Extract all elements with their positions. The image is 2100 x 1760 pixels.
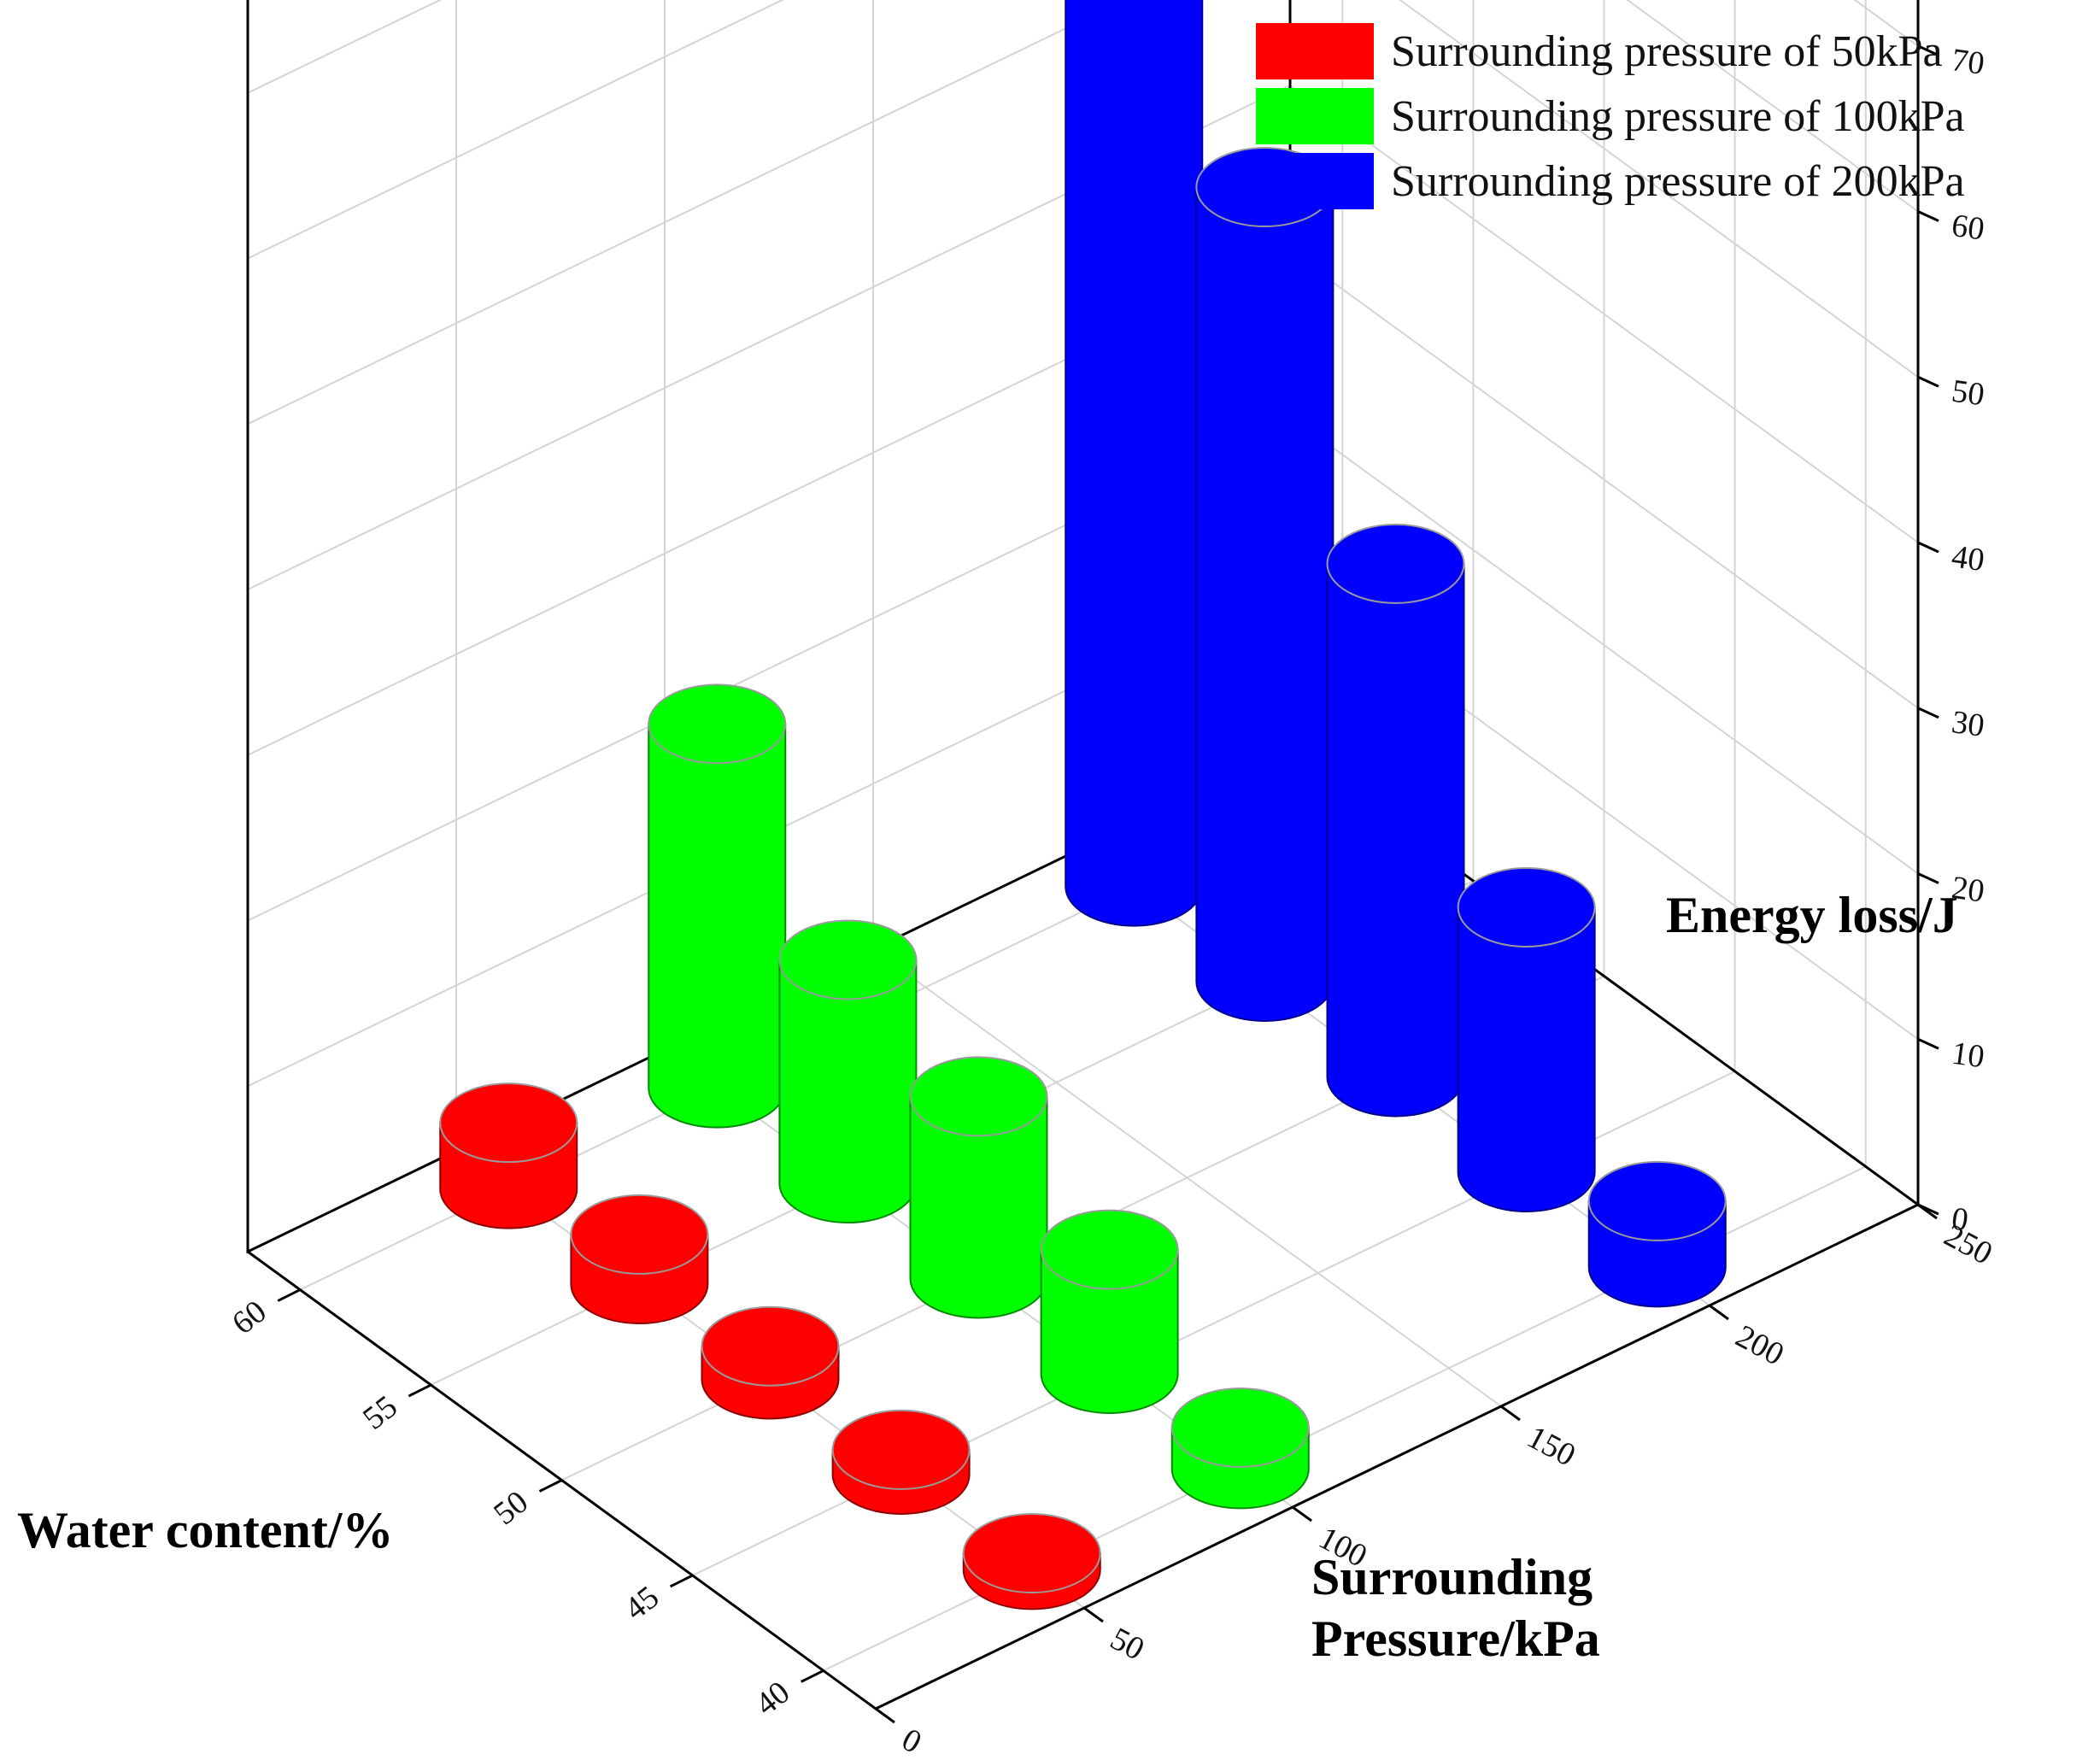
bar-cylinder	[648, 683, 787, 1129]
legend: Surrounding pressure of 50kPa Surroundin…	[1256, 19, 2093, 214]
bar-cylinder	[1457, 866, 1596, 1212]
bar-top	[1040, 1209, 1179, 1290]
x-tick	[277, 1288, 301, 1302]
bar-top	[1170, 1387, 1310, 1468]
z-tick-label: 50	[1950, 373, 1986, 414]
z-tick	[1917, 44, 1939, 57]
z-tick-label: 20	[1950, 870, 1986, 910]
z-tick	[1917, 375, 1939, 388]
y-tick-label: 0	[896, 1722, 927, 1760]
legend-label: Surrounding pressure of 100kPa	[1391, 91, 1965, 141]
x-tick-label: 50	[487, 1484, 535, 1532]
bar-cylinder	[831, 1409, 971, 1515]
y-tick	[1083, 1606, 1104, 1623]
x-tick-label: 55	[356, 1388, 404, 1436]
bar-cylinder	[1170, 1387, 1310, 1510]
bar-top	[1457, 866, 1596, 947]
bar-top	[570, 1194, 709, 1275]
bar-body	[648, 723, 787, 1129]
bar-cylinder	[701, 1305, 840, 1420]
bar-top	[778, 919, 918, 1000]
legend-label: Surrounding pressure of 50kPa	[1391, 26, 1943, 76]
back-wall-left	[246, 0, 1292, 1254]
wall-gridline	[247, 0, 1919, 260]
y-tick-label: 50	[1105, 1621, 1150, 1668]
bar-top	[1587, 1160, 1727, 1241]
bar-cylinder	[1587, 1160, 1727, 1308]
y-tick	[875, 1707, 895, 1724]
y-tick-label: 200	[1730, 1318, 1790, 1373]
legend-item: Surrounding pressure of 50kPa	[1256, 19, 2093, 84]
bar-cylinder	[570, 1194, 709, 1325]
bar-cylinder	[439, 1082, 578, 1229]
bar-cylinder	[778, 919, 918, 1224]
bar-cylinder	[1326, 523, 1465, 1118]
z-tick	[1917, 1203, 1939, 1216]
y-axis-title-line: Pressure/kPa	[1311, 1610, 1600, 1667]
bar-cylinder	[1040, 1209, 1179, 1414]
x-tick-label: 60	[226, 1294, 273, 1341]
z-tick-label: 10	[1950, 1035, 1986, 1076]
bar-body	[1065, 0, 1204, 927]
legend-item: Surrounding pressure of 100kPa	[1256, 84, 2093, 149]
y-axis-line	[875, 1203, 1919, 1710]
bar-top	[831, 1409, 971, 1490]
legend-swatch	[1256, 23, 1374, 79]
z-tick	[1917, 541, 1939, 554]
y-tick-label: 250	[1939, 1217, 1998, 1272]
z-tick-label: 70	[1950, 42, 1986, 82]
legend-label: Surrounding pressure of 200kPa	[1391, 156, 1965, 206]
y-axis-title-line: Surrounding	[1311, 1549, 1593, 1605]
x-tick	[801, 1669, 824, 1683]
x-tick	[538, 1479, 563, 1493]
z-tick	[1917, 707, 1939, 719]
bar-cylinder	[1065, 0, 1204, 927]
z-tick	[1917, 1037, 1939, 1050]
bar-cylinder	[909, 1056, 1048, 1319]
legend-item: Surrounding pressure of 200kPa	[1256, 149, 2093, 214]
bar-body	[1195, 186, 1334, 1023]
bar-body	[1326, 562, 1465, 1118]
y-tick	[1500, 1405, 1521, 1422]
bar-top	[701, 1305, 840, 1387]
z-tick-label: 60	[1950, 208, 1986, 248]
bar-top	[1326, 523, 1465, 604]
chart-bars	[439, 0, 1727, 1610]
x-tick	[408, 1383, 432, 1398]
back-wall-right	[1288, 0, 1920, 1207]
x-tick	[669, 1574, 694, 1588]
wall-gridline	[247, 0, 1919, 425]
bar-top	[648, 683, 787, 765]
bar-body	[1040, 1248, 1179, 1414]
y-tick-label: 150	[1522, 1419, 1581, 1474]
bar-cylinder	[962, 1513, 1101, 1610]
z-tick	[1917, 872, 1939, 884]
z-tick-label: 40	[1950, 538, 1986, 578]
x-axis-title: Water content/%	[17, 1502, 394, 1558]
bar-top	[909, 1056, 1048, 1137]
y-tick	[1709, 1304, 1729, 1321]
y-tick	[1292, 1505, 1312, 1522]
x-tick-label: 40	[748, 1675, 796, 1722]
legend-swatch	[1256, 153, 1374, 209]
bar-cylinder	[1195, 147, 1334, 1023]
bar-body	[1457, 906, 1596, 1212]
z-axis-title: Energy loss/J	[1666, 887, 1958, 943]
x-tick-label: 45	[618, 1579, 666, 1627]
bar-top	[962, 1513, 1101, 1594]
bar-top	[439, 1082, 578, 1164]
y-axis-title: Surrounding Pressure/kPa	[1311, 1546, 1600, 1669]
z-tick-label: 30	[1950, 704, 1986, 744]
z-tick	[1917, 210, 1939, 222]
legend-swatch	[1256, 88, 1374, 144]
